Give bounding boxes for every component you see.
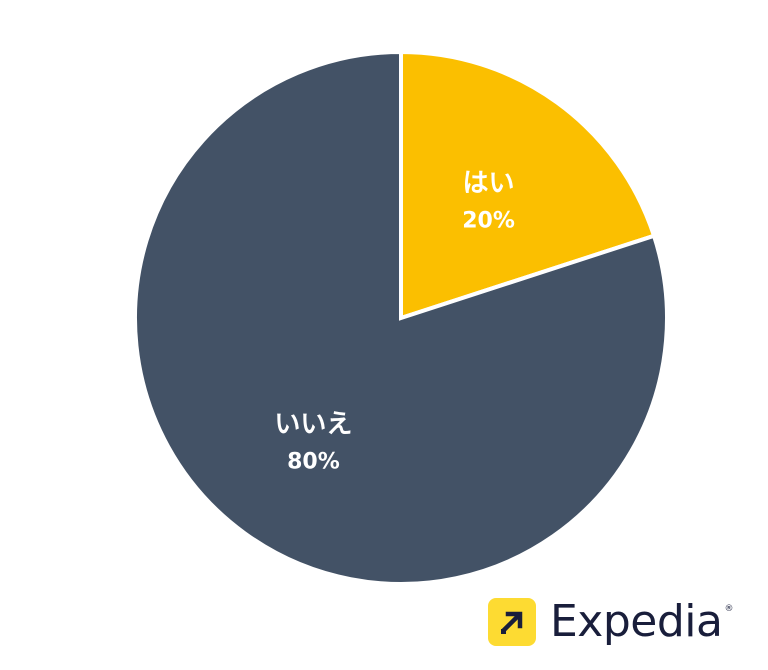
pie-slice-0 bbox=[399, 49, 657, 321]
expedia-logo: Expedia ® bbox=[488, 596, 733, 648]
slice-value-0: 20% bbox=[462, 208, 515, 233]
brand-name: Expedia bbox=[550, 596, 723, 647]
slice-label-1: いいえ bbox=[274, 410, 352, 440]
slice-value-1: 80% bbox=[287, 450, 340, 475]
arrow-up-right-icon bbox=[488, 598, 536, 646]
slice-label-0: はい bbox=[463, 168, 515, 198]
pie-slice-1 bbox=[133, 49, 669, 586]
registered-mark: ® bbox=[724, 604, 734, 614]
